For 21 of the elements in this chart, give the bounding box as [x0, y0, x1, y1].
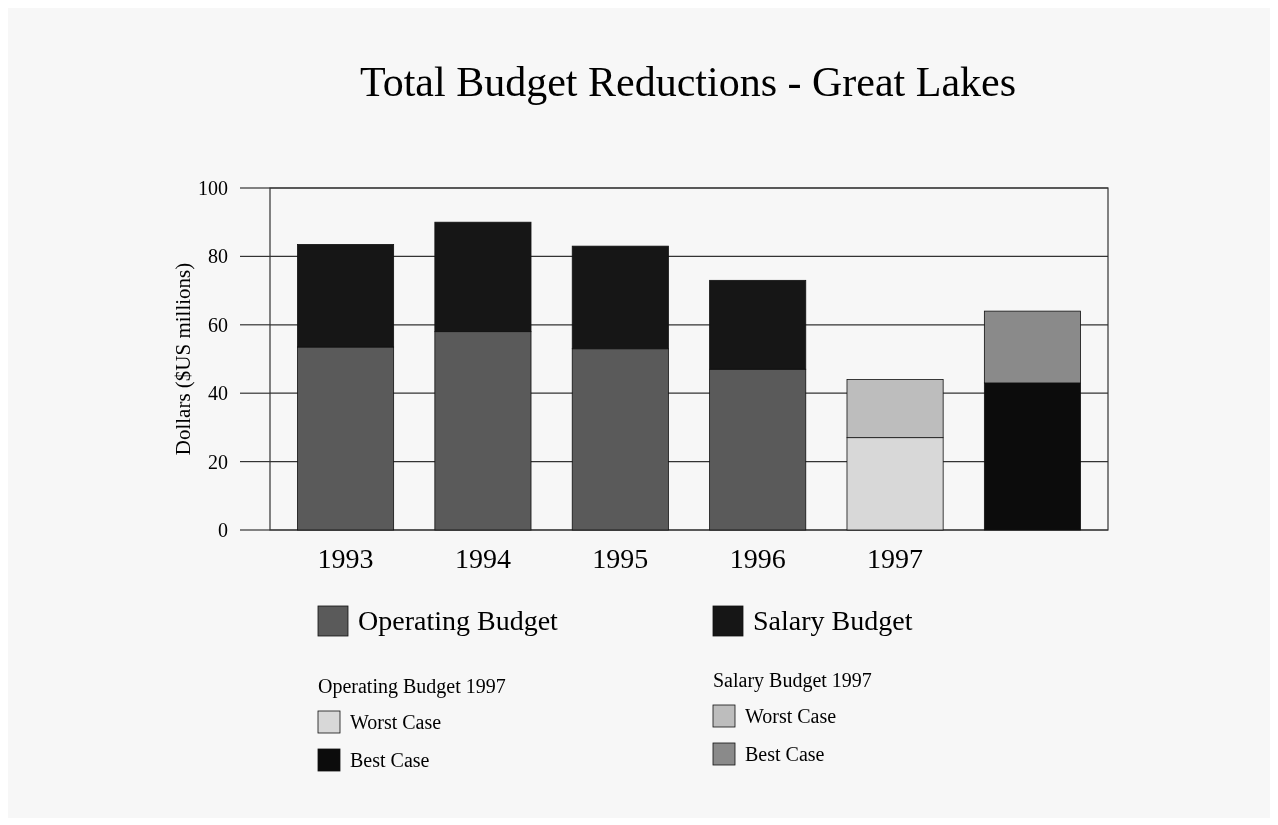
legend-label: Salary Budget: [753, 604, 913, 636]
chart-title: Total Budget Reductions - Great Lakes: [359, 59, 1017, 105]
x-tick-label: 1994: [454, 543, 511, 574]
y-tick-label: 100: [198, 177, 228, 199]
legend-label: Worst Case: [745, 705, 837, 727]
y-tick-label: 80: [208, 245, 228, 268]
y-tick-label: 0: [218, 519, 228, 541]
y-tick-label: 40: [208, 382, 228, 405]
y-tick-label: 20: [208, 450, 228, 473]
y-axis-title: Dollars ($US millions): [171, 262, 195, 456]
x-tick-label: 1995: [592, 543, 649, 574]
x-tick-label: 1996: [729, 543, 786, 574]
y-tick-label: 60: [208, 313, 228, 336]
legend-label: Worst Case: [350, 711, 442, 733]
legend-label: Best Case: [350, 749, 430, 771]
legend-label: Operating Budget: [358, 604, 559, 636]
legend-label: Best Case: [745, 743, 825, 765]
x-tick-label: 1997: [867, 543, 924, 574]
text: Operating Budget 1997: [318, 675, 506, 698]
text: Salary Budget 1997: [713, 669, 872, 692]
x-tick-label: 1993: [317, 543, 374, 574]
